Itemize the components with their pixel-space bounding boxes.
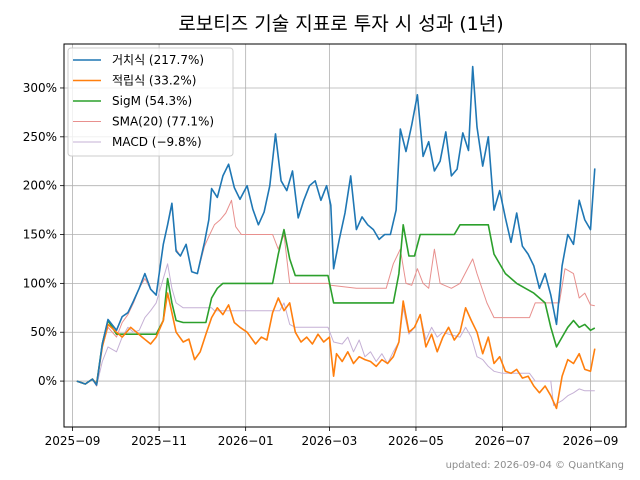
x-tick-label: 2026−05 xyxy=(388,434,444,448)
y-tick-label: 50% xyxy=(30,325,57,339)
x-tick-label: 2026−07 xyxy=(475,434,531,448)
y-tick-label: 300% xyxy=(23,81,57,95)
x-tick-label: 2026−09 xyxy=(563,434,619,448)
series-line-1 xyxy=(76,292,596,410)
x-tick-label: 2026−03 xyxy=(301,434,357,448)
y-axis-tick-labels: 0% 50% 100% 150% 200% 250% 300% xyxy=(23,81,57,388)
series-line-4 xyxy=(76,263,595,406)
legend-label: SMA(20) (77.1%) xyxy=(112,115,214,129)
x-tick-label: 2025−11 xyxy=(131,434,187,448)
series-lines xyxy=(76,65,596,410)
footer-credit: updated: 2026-09-04 © QuantKang xyxy=(446,460,624,471)
y-tick-label: 0% xyxy=(38,374,57,388)
legend-label: 적립식 (33.2%) xyxy=(112,74,196,88)
legend-label: SigM (54.3%) xyxy=(112,94,192,108)
x-axis-tick-labels: 2025−09 2025−11 2026−01 2026−03 2026−05 2026−… xyxy=(45,434,619,448)
y-tick-label: 150% xyxy=(23,228,57,242)
y-tick-label: 100% xyxy=(23,276,57,290)
legend-label: 거치식 (217.7%) xyxy=(112,53,204,67)
series-line-0 xyxy=(76,65,596,386)
legend-box xyxy=(67,47,234,157)
legend: 거치식 (217.7%) 적립식 (33.2%) SigM (54.3%) SMA(2… xyxy=(67,47,234,157)
x-tick-label: 2026−01 xyxy=(218,434,274,448)
y-tick-label: 250% xyxy=(23,130,57,144)
x-tick-label: 2025−09 xyxy=(45,434,101,448)
y-tick-label: 200% xyxy=(23,179,57,193)
chart-title: 로보티즈 기술 지표로 투자 시 성과 (1년) xyxy=(178,13,503,35)
legend-label: MACD (−9.8%) xyxy=(112,135,202,149)
plot-frame xyxy=(63,43,627,428)
